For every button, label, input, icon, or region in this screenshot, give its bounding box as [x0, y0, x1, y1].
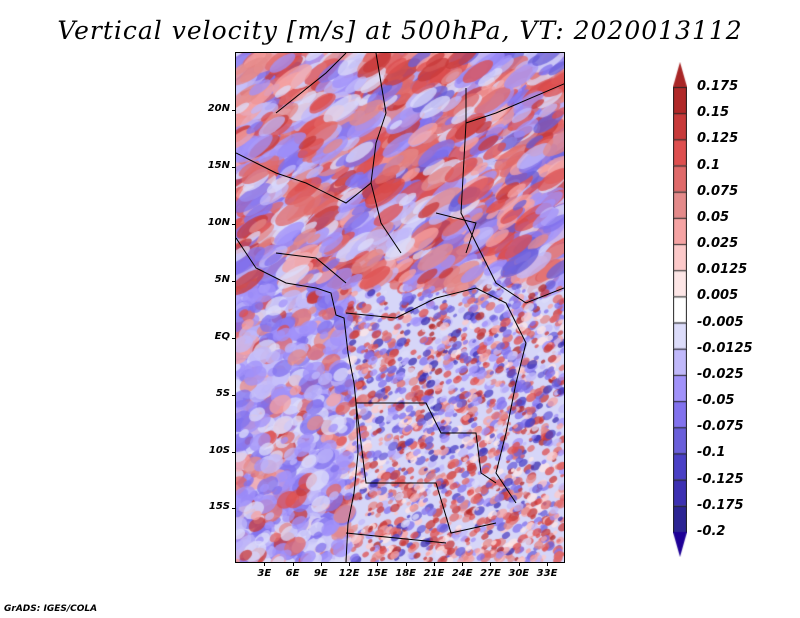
x-tick [264, 562, 266, 566]
x-tick-label: 21E [423, 568, 445, 579]
x-tick [433, 562, 435, 566]
colorbar-label: 0.175 [697, 79, 739, 94]
x-tick-label: 3E [257, 568, 272, 579]
colorbar-label: -0.125 [697, 471, 744, 487]
y-tick-label: EQ [214, 330, 230, 342]
colorbar-label: -0.175 [697, 497, 744, 513]
x-tick-label: 6E [285, 568, 300, 579]
colorbar-label: 0.125 [697, 131, 739, 147]
y-tick-label: 15N [207, 159, 230, 171]
border-angola [345, 402, 497, 544]
x-tick [490, 562, 492, 566]
chart-title: Vertical velocity [m/s] at 500hPa, VT: 2… [57, 16, 743, 45]
y-tick-label: 15S [208, 501, 230, 513]
coastline-west-africa [236, 237, 359, 562]
x-tick-label: 30E [508, 568, 530, 579]
colorbar-label: 0.005 [697, 288, 739, 304]
colorbar-label: 0.1 [697, 157, 721, 173]
x-tick-label: 18E [395, 568, 417, 579]
y-tick [232, 337, 236, 339]
colorbar-label: 0.15 [697, 105, 730, 121]
y-tick [232, 451, 236, 453]
grads-credit: GrADS: IGES/COLA [4, 604, 98, 614]
vertical-velocity-map [236, 53, 564, 562]
y-tick [232, 109, 236, 111]
x-tick-label: 9E [313, 568, 328, 579]
x-tick-label: 27E [480, 568, 501, 579]
y-tick-label: 5S [215, 387, 230, 399]
colorbar-label: -0.05 [697, 393, 735, 409]
y-tick-label: 10S [208, 444, 230, 456]
x-tick [349, 562, 351, 566]
colorbar-label: -0.1 [697, 445, 726, 461]
colorbar-label: -0.025 [697, 366, 744, 382]
y-tick [232, 508, 236, 510]
x-tick-label: 15E [367, 568, 388, 579]
country-borders [236, 53, 564, 562]
y-tick [232, 280, 236, 282]
y-tick-label: 20N [207, 102, 230, 114]
x-tick [320, 562, 322, 566]
colorbar-label: 0.025 [697, 236, 739, 252]
x-tick-label: 33E [536, 568, 558, 579]
x-tick [292, 562, 294, 566]
colorbar-label: -0.005 [697, 314, 744, 330]
colorbar [673, 62, 687, 557]
y-tick [232, 223, 236, 225]
x-tick-label: 24E [451, 568, 473, 579]
border-sudan [460, 83, 564, 304]
x-tick [405, 562, 407, 566]
border-drc [345, 287, 527, 504]
x-tick-label: 12E [338, 568, 360, 579]
colorbar-label: -0.075 [697, 419, 744, 435]
x-tick [462, 562, 464, 566]
x-tick [547, 562, 549, 566]
colorbar-label: 0.0125 [697, 262, 748, 278]
x-tick [518, 562, 520, 566]
border-misc [236, 152, 477, 284]
x-tick [377, 562, 379, 566]
colorbar-label: -0.2 [697, 524, 726, 539]
y-tick-label: 5N [214, 273, 230, 285]
colorbar-label: -0.0125 [697, 340, 753, 356]
y-tick [232, 166, 236, 168]
border-libya-egypt-chad [275, 53, 402, 254]
colorbar-label: 0.075 [697, 183, 739, 199]
colorbar-label: 0.05 [697, 209, 730, 225]
y-tick [232, 394, 236, 396]
y-tick-label: 10N [207, 216, 230, 228]
